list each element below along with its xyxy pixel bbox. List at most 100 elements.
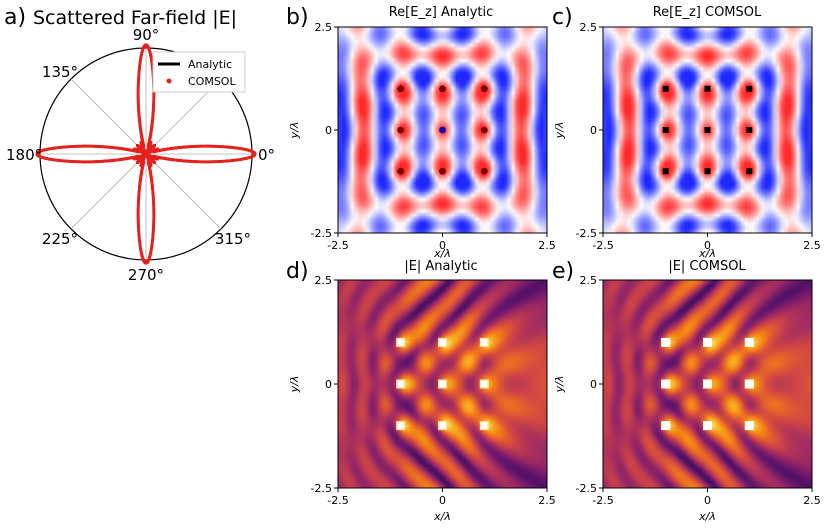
series-comsol-point [64,145,68,149]
series-comsol-point [151,232,155,236]
scatterer-marker [397,85,405,93]
series-comsol-point [189,144,193,149]
scatterer-marker [744,379,754,389]
series-comsol-point [137,229,141,233]
series-comsol-point [84,144,89,148]
series-comsol-point [152,219,156,223]
series-comsol-point [137,239,142,243]
series-comsol-point [224,159,228,163]
series-comsol-point [192,159,196,164]
series-comsol-point [216,144,220,149]
series-comsol-point [226,159,230,163]
series-comsol-point [136,202,140,206]
series-comsol-point [82,160,86,164]
x-tick-label: 2.5 [803,239,821,252]
x-tick-label: -2.5 [327,239,348,252]
series-comsol-point [136,216,140,221]
y-tick-label: -2.5 [311,482,332,495]
series-comsol-point [136,107,141,111]
series-comsol-point [206,144,210,148]
series-comsol-point [137,232,141,236]
series-comsol-point [152,211,156,216]
x-axis-label: x/λ [698,247,716,260]
series-comsol-point [136,87,140,92]
series-comsol-point [79,160,84,164]
scatterer-core [439,422,446,429]
series-comsol-point [87,160,91,164]
series-comsol-point [211,160,215,164]
y-axis-label: y/λ [288,122,301,140]
legend-comsol-swatch [166,78,172,84]
series-comsol-point [96,159,100,164]
polar-angle-label: 135° [42,63,78,81]
series-comsol-point [150,242,154,246]
series-comsol-point [137,234,141,238]
series-comsol-point [203,144,208,148]
series-comsol-point [136,200,141,204]
series-comsol-point [152,209,156,213]
series-comsol-point [219,144,223,149]
scatterer-marker [744,421,754,431]
series-comsol-point [99,144,103,149]
series-comsol-point [136,97,140,101]
legend-comsol-label: COMSOL [188,75,236,88]
scatterer-core [397,381,404,387]
scatterer-marker [661,379,671,389]
polar-angle-label: 90° [133,26,160,44]
series-comsol-point [216,159,220,164]
heatmap-panel-e: |E| COMSOL -2.5 0 2.5 -2.5 0 2.5 x/λ y/λ [553,259,821,523]
series-comsol-point [54,146,58,150]
series-comsol-point [54,158,58,162]
series-comsol-point [208,144,213,148]
series-comsol-point [136,100,140,104]
series-comsol-point [136,92,140,97]
series-comsol-point [136,102,140,106]
series-comsol-point [136,211,140,216]
panel-letter-c: c) [552,5,573,30]
polar-angle-label: 225° [42,230,78,248]
series-comsol-point [152,221,156,226]
series-comsol-point [101,145,105,149]
series-comsol-point [234,146,238,150]
series-comsol-point [137,75,141,79]
scatterer-marker [661,337,671,347]
series-comsol-point [136,224,141,228]
series-comsol-point [59,145,63,149]
series-comsol-point [151,109,155,113]
series-comsol-point [92,144,96,148]
y-tick-label: -2.5 [576,227,597,240]
series-comsol-point [152,204,156,208]
x-tick-label: 0 [439,239,446,252]
series-comsol-point [136,82,140,87]
x-axis-label: x/λ [433,247,451,260]
series-comsol-point [89,160,93,164]
series-comsol-point [77,160,81,164]
series-comsol-point [137,65,142,69]
series-comsol-point [151,104,156,108]
series-comsol-point [224,145,228,149]
polar-angle-label: 0° [258,146,275,164]
polar-chart: Scattered Far-field |E| 90° 135° 180° 0° 225… [6,7,275,284]
series-comsol-point [152,202,156,206]
y-tick-label: 0 [325,378,332,391]
series-comsol-point [72,144,76,149]
series-comsol-point [137,72,141,76]
x-tick-label: 0 [704,494,711,507]
heatmap-panel-b: Re[E_z] Analytic -2.5 0 2.5 -2.5 0 2.5 x/λ y/λ [288,5,556,260]
series-comsol-point [253,152,257,157]
x-tick-label: -2.5 [592,239,613,252]
series-comsol-point [138,242,142,246]
scatterer-marker [704,85,711,92]
polar-series [35,43,257,265]
series-comsol-point [187,159,191,163]
series-comsol-point [152,207,156,211]
scatterer-marker [661,421,671,431]
series-comsol-point [96,144,100,149]
scatterer-marker [397,167,405,175]
series-comsol-point [136,80,141,84]
scatterer-marker [480,167,488,175]
x-tick-label: 2.5 [538,239,556,252]
series-comsol-point [152,92,156,97]
scatterer-marker [662,127,669,133]
series-comsol-point [211,144,215,148]
